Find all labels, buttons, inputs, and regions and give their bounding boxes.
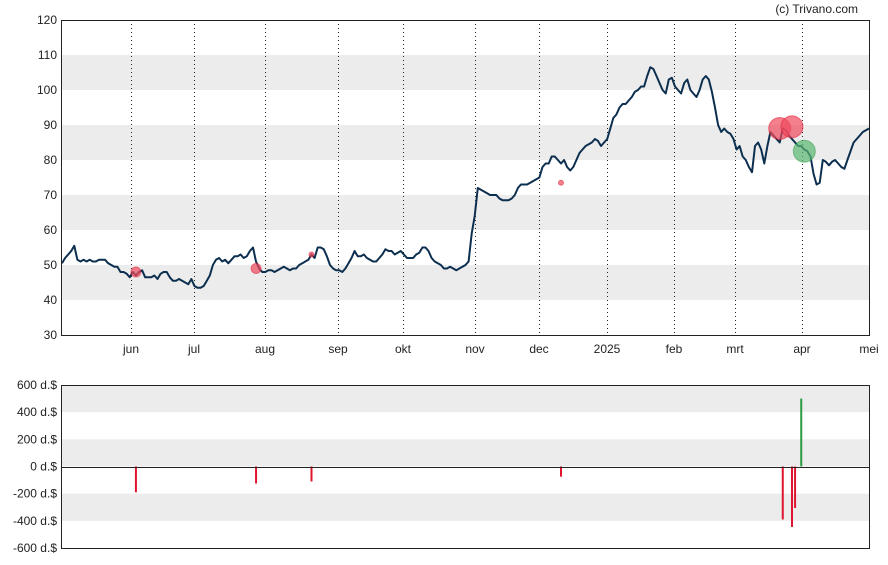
price-chart-bands [62, 55, 869, 300]
price-x-axis: jun jul aug sep okt nov dec 2025 feb mrt apr mei [122, 342, 879, 356]
price-band [62, 265, 869, 300]
price-y-tick: 70 [44, 188, 58, 202]
price-y-tick: 60 [44, 223, 58, 237]
volume-y-tick: 600 d.$ [17, 378, 57, 392]
volume-y-tick: 200 d.$ [17, 432, 57, 446]
month-tick: jul [187, 342, 200, 356]
price-line [61, 66, 870, 289]
transaction-markers [130, 115, 816, 278]
price-y-tick: 90 [44, 118, 58, 132]
volume-band [62, 493, 869, 521]
sell-marker [308, 251, 315, 258]
sell-marker [780, 115, 804, 139]
buy-marker [792, 139, 816, 163]
volume-y-tick: -200 d.$ [13, 487, 57, 501]
month-tick: 2025 [594, 342, 621, 356]
transaction-bars [134, 398, 803, 527]
buy-bar [800, 398, 803, 467]
sell-bar [255, 466, 258, 484]
volume-y-tick: -400 d.$ [13, 514, 57, 528]
price-y-axis: 30 40 50 60 70 80 90 100 110 120 [37, 13, 57, 342]
price-band [62, 195, 869, 230]
month-tick: nov [465, 342, 484, 356]
month-tick: apr [793, 342, 810, 356]
price-y-tick: 50 [44, 258, 58, 272]
sell-bar [134, 466, 137, 493]
price-chart-frame [61, 20, 870, 336]
month-tick: dec [529, 342, 548, 356]
month-tick: aug [255, 342, 275, 356]
sell-bar [794, 466, 797, 508]
month-tick: mrt [726, 342, 744, 356]
volume-y-tick: 400 d.$ [17, 405, 57, 419]
sell-bar [790, 466, 793, 527]
price-y-tick: 100 [37, 83, 57, 97]
volume-chart-frame [61, 385, 870, 549]
volume-chart-bands [62, 385, 869, 521]
volume-band [62, 439, 869, 467]
sell-bar [559, 466, 562, 477]
price-y-tick: 40 [44, 293, 58, 307]
month-tick: feb [666, 342, 683, 356]
price-y-tick: 80 [44, 153, 58, 167]
volume-band [62, 385, 869, 413]
sell-marker [557, 179, 564, 186]
price-y-tick: 110 [38, 48, 57, 62]
month-tick: mei [859, 342, 878, 356]
price-band [62, 125, 869, 160]
price-y-tick: 120 [37, 13, 57, 27]
sell-bar [310, 466, 313, 482]
sell-bar [781, 466, 784, 520]
month-tick: okt [395, 342, 412, 356]
price-chart-grid [131, 20, 803, 335]
credit-text: (c) Trivano.com [775, 2, 858, 16]
month-tick: jun [122, 342, 139, 356]
price-band [62, 55, 869, 90]
sell-marker [250, 263, 262, 274]
sell-marker [130, 266, 142, 278]
volume-y-tick: -600 d.$ [13, 541, 57, 555]
volume-y-axis: 600 d.$ 400 d.$ 200 d.$ 0 d.$ -200 d.$ -400 d… [13, 378, 57, 555]
month-tick: sep [328, 342, 348, 356]
price-y-tick: 30 [44, 328, 58, 342]
volume-y-tick: 0 d.$ [30, 460, 57, 474]
